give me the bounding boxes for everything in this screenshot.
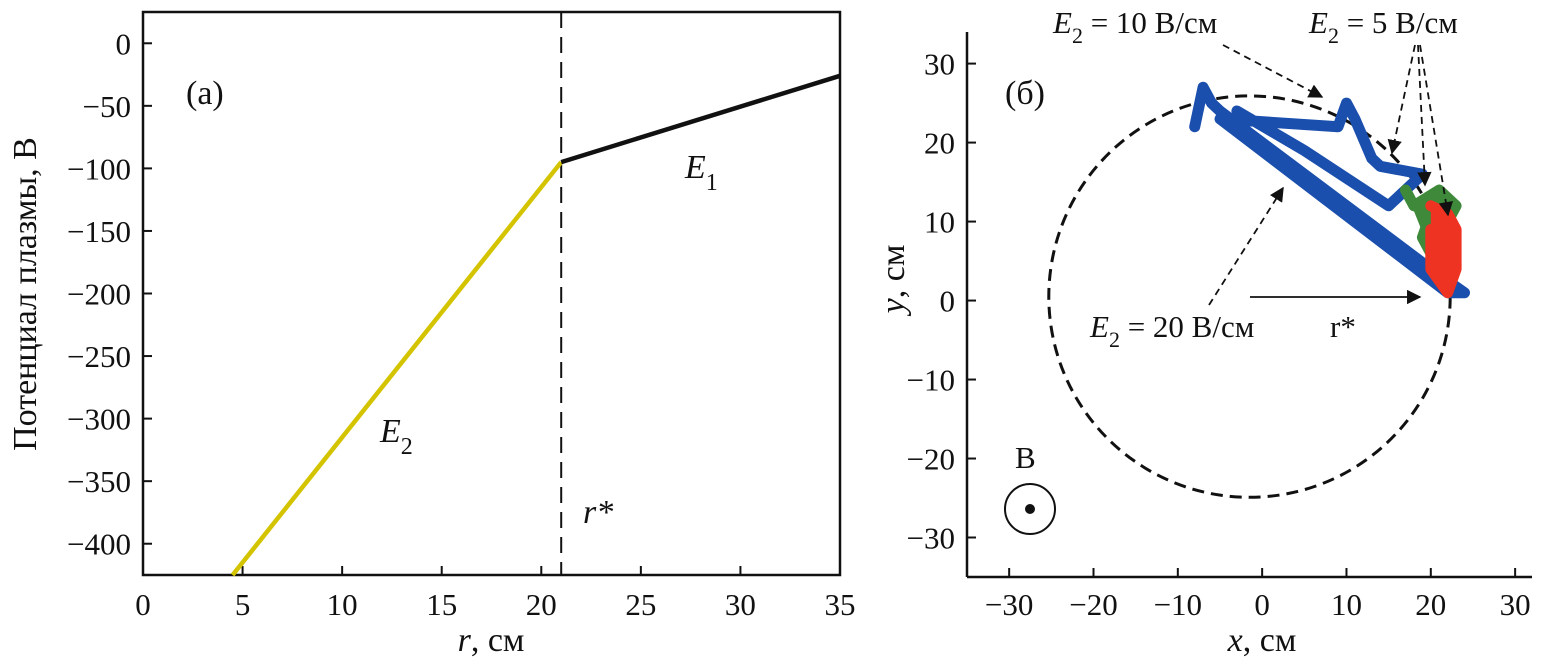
y-tick-label: 0 bbox=[940, 284, 956, 319]
y-tick-label: 30 bbox=[924, 47, 955, 82]
annotation-e10: E2 = 10 В/см bbox=[1052, 5, 1217, 48]
e20-base: E bbox=[1089, 309, 1109, 344]
panel-b-ylabel: y, см bbox=[875, 245, 912, 317]
panel-a-label-e2: E2 bbox=[379, 413, 413, 460]
x-tick-label: 35 bbox=[825, 587, 856, 622]
y-tick-label: 10 bbox=[924, 205, 955, 240]
x-tick-label: 10 bbox=[1331, 587, 1362, 622]
y-tick-label: 20 bbox=[924, 126, 955, 161]
y-tick-label: −100 bbox=[67, 151, 131, 186]
e10-base: E bbox=[1052, 5, 1072, 40]
x-tick-label: 25 bbox=[625, 587, 656, 622]
e1-sub: 1 bbox=[706, 170, 718, 196]
annotation-rstar: r* bbox=[1330, 309, 1356, 344]
y-tick-label: −30 bbox=[907, 521, 955, 556]
y-tick-label: −200 bbox=[67, 277, 131, 312]
x-tick-label: 30 bbox=[725, 587, 756, 622]
panel-a-xlabel-unit: , см bbox=[471, 622, 525, 659]
annotation-e5: E2 = 5 В/см bbox=[1308, 5, 1458, 48]
e1-base: E bbox=[684, 149, 706, 186]
x-tick-label: 15 bbox=[426, 587, 457, 622]
y-tick-label: −400 bbox=[67, 527, 131, 562]
rstar-label: r* bbox=[583, 494, 613, 531]
e10-sub: 2 bbox=[1072, 23, 1083, 48]
e5-sub: 2 bbox=[1328, 23, 1339, 48]
trajectory-e20 bbox=[1189, 81, 1470, 299]
series-line-e2 bbox=[230, 160, 563, 577]
annotation-e20: E2 = 20 В/см bbox=[1089, 309, 1254, 352]
panel-a-xlabel: r, см bbox=[458, 622, 525, 659]
e2-sub: 2 bbox=[401, 434, 413, 460]
e20-rest: = 20 В/см bbox=[1120, 309, 1254, 344]
y-tick-label: −20 bbox=[907, 442, 955, 477]
panel-a-ylabel: Потенциал плазмы, В bbox=[7, 137, 44, 451]
y-tick-label: −50 bbox=[83, 89, 131, 124]
b-field-symbol-dot bbox=[1025, 504, 1035, 514]
panel-b-ticks: −30 −20 −10 0 10 20 30 30 20 10 0 −10 −20 −30 bbox=[907, 47, 1531, 622]
annotation-arrow bbox=[1417, 44, 1432, 187]
x-tick-label: 10 bbox=[327, 587, 358, 622]
y-tick-label: −350 bbox=[67, 464, 131, 499]
panel-a-label: (a) bbox=[186, 75, 224, 112]
series-line-e1 bbox=[560, 73, 841, 165]
y-tick-label: −300 bbox=[67, 402, 131, 437]
e20-sub: 2 bbox=[1109, 327, 1120, 352]
e10-rest: = 10 В/см bbox=[1083, 5, 1217, 40]
b-field-symbol-ring bbox=[1004, 483, 1056, 535]
x-tick-label: −20 bbox=[1069, 587, 1117, 622]
x-tick-label: 30 bbox=[1500, 587, 1531, 622]
y-tick-label: −10 bbox=[907, 363, 955, 398]
e2-base: E bbox=[379, 413, 401, 450]
x-tick-label: 0 bbox=[1254, 587, 1270, 622]
annotation-arrow bbox=[1387, 44, 1416, 155]
panel-b-label: (б) bbox=[1005, 75, 1045, 112]
panel-b-xlabel-unit: , см bbox=[1243, 622, 1297, 659]
annotation-arrow bbox=[1419, 44, 1453, 217]
y-tick-label: −250 bbox=[67, 339, 131, 374]
trajectory-e5 bbox=[1425, 200, 1462, 299]
panel-a-frame bbox=[141, 10, 842, 577]
panel-a-label-e1: E1 bbox=[684, 149, 718, 196]
x-tick-label: 0 bbox=[135, 587, 151, 622]
y-tick-label: 0 bbox=[116, 26, 132, 61]
x-tick-label: −30 bbox=[985, 587, 1033, 622]
x-tick-label: 5 bbox=[235, 587, 251, 622]
x-tick-label: 20 bbox=[526, 587, 557, 622]
y-tick-label: −150 bbox=[67, 214, 131, 249]
panel-a-xlabel-var: r bbox=[458, 622, 472, 659]
annotation-arrow bbox=[1222, 44, 1324, 98]
panel-b-marks bbox=[1047, 44, 1470, 499]
e5-rest: = 5 В/см bbox=[1339, 5, 1458, 40]
panel-b-xlabel: x, см bbox=[1227, 622, 1297, 659]
panel-b-xlabel-var: x bbox=[1227, 622, 1243, 659]
panel-a-ticks: 0 5 10 15 20 25 30 35 0 −50 −100 −150 −200 −250 −300 −3… bbox=[67, 26, 855, 622]
panel-b: −30 −20 −10 0 10 20 30 30 20 10 0 −10 −20 −30 (б) E2 … bbox=[875, 5, 1532, 659]
panel-b-ylabel-unit: , см bbox=[875, 245, 912, 299]
e5-base: E bbox=[1308, 5, 1328, 40]
x-tick-label: −10 bbox=[1154, 587, 1202, 622]
panel-b-ylabel-var: y bbox=[875, 297, 912, 316]
panel-a-marks bbox=[230, 12, 841, 577]
b-field-label: B bbox=[1015, 440, 1036, 475]
panel-a: 0 5 10 15 20 25 30 35 0 −50 −100 −150 −200 −250 −300 −3… bbox=[7, 10, 856, 659]
x-tick-label: 20 bbox=[1415, 587, 1446, 622]
annotation-arrow bbox=[1208, 186, 1284, 306]
